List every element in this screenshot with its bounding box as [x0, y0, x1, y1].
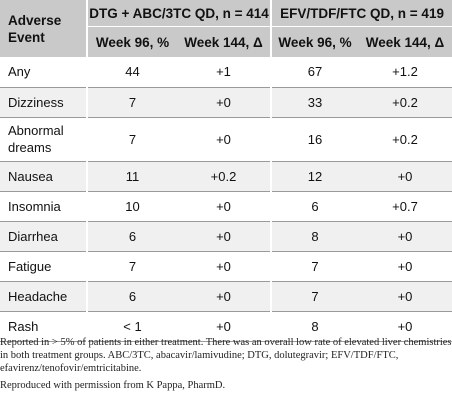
dtg-week144-value: +0 — [177, 221, 273, 252]
header-efv-week144: Week 144, Δ — [358, 26, 452, 57]
dtg-week96-value: < 1 — [87, 311, 177, 342]
efv-week144-value: +0 — [358, 281, 452, 312]
dtg-week144-value: +0.2 — [177, 161, 273, 192]
dtg-week144-value: +0 — [177, 311, 273, 342]
header-dtg-week144: Week 144, Δ — [177, 26, 273, 57]
adverse-events-table: Adverse Event DTG + ABC/3TC QD, n = 414 … — [0, 0, 452, 342]
table-row: Diarrhea 6 +0 8 +0 — [0, 221, 452, 252]
dtg-week96-value: 7 — [87, 117, 177, 162]
table-footnote: Reported in > 5% of patients in either t… — [0, 337, 452, 374]
event-name: Fatigue — [0, 251, 88, 282]
header-group-row: Adverse Event DTG + ABC/3TC QD, n = 414 … — [0, 0, 452, 57]
event-name: Diarrhea — [0, 221, 88, 252]
event-name: Rash — [0, 311, 88, 342]
table-row: Dizziness 7 +0 33 +0.2 — [0, 87, 452, 118]
event-name: Any — [0, 57, 88, 88]
table-row: Nausea 11 +0.2 12 +0 — [0, 161, 452, 192]
efv-week144-value: +1.2 — [358, 57, 452, 88]
efv-week144-value: +0.2 — [358, 87, 452, 118]
table-notes: Reported in > 5% of patients in either t… — [0, 336, 452, 396]
efv-week144-value: +0 — [358, 161, 452, 192]
table-row: Insomnia 10 +0 6 +0.7 — [0, 191, 452, 222]
event-name: Dizziness — [0, 87, 88, 118]
table-row: Headache 6 +0 7 +0 — [0, 281, 452, 312]
table-row: Abnormal dreams 7 +0 16 +0.2 — [0, 117, 452, 162]
event-name: Insomnia — [0, 191, 88, 222]
dtg-week96-value: 44 — [87, 57, 177, 88]
efv-week96-value: 8 — [271, 311, 359, 342]
permission-credit: Reproduced with permission from K Pappa,… — [0, 380, 226, 391]
dtg-week144-value: +0 — [177, 191, 273, 222]
dtg-week96-value: 6 — [87, 281, 177, 312]
efv-week144-value: +0 — [358, 311, 452, 342]
event-name: Nausea — [0, 161, 88, 192]
efv-week96-value: 67 — [271, 57, 359, 88]
dtg-week96-value: 10 — [87, 191, 177, 222]
header-subcolumn-row: Week 96, % Week 144, Δ Week 96, % Week 1… — [0, 26, 452, 57]
header-adverse-event: Adverse Event — [0, 0, 88, 57]
dtg-week144-value: +0 — [177, 281, 273, 312]
efv-week96-value: 16 — [271, 117, 359, 162]
efv-week96-value: 33 — [271, 87, 359, 118]
event-name: Headache — [0, 281, 88, 312]
efv-week96-value: 6 — [271, 191, 359, 222]
efv-week144-value: +0 — [358, 221, 452, 252]
dtg-week144-value: +1 — [177, 57, 273, 88]
dtg-week144-value: +0 — [177, 87, 273, 118]
table-row: Fatigue 7 +0 7 +0 — [0, 251, 452, 282]
efv-week96-value: 7 — [271, 281, 359, 312]
efv-week144-value: +0.7 — [358, 191, 452, 222]
event-name: Abnormal dreams — [0, 117, 88, 162]
dtg-week144-value: +0 — [177, 117, 273, 162]
dtg-week96-value: 7 — [87, 87, 177, 118]
table-row: Rash < 1 +0 8 +0 — [0, 311, 452, 342]
efv-week96-value: 8 — [271, 221, 359, 252]
efv-week96-value: 7 — [271, 251, 359, 282]
efv-week144-value: +0.2 — [358, 117, 452, 162]
header-dtg-week96: Week 96, % — [87, 26, 177, 57]
dtg-week96-value: 7 — [87, 251, 177, 282]
dtg-week96-value: 11 — [87, 161, 177, 192]
header-group-dtg: DTG + ABC/3TC QD, n = 414 — [87, 0, 273, 27]
table-row: Any 44 +1 67 +1.2 — [0, 57, 452, 88]
header-group-efv: EFV/TDF/FTC QD, n = 419 — [271, 0, 452, 27]
efv-week96-value: 12 — [271, 161, 359, 192]
efv-week144-value: +0 — [358, 251, 452, 282]
header-efv-week96: Week 96, % — [271, 26, 359, 57]
dtg-week144-value: +0 — [177, 251, 273, 282]
dtg-week96-value: 6 — [87, 221, 177, 252]
